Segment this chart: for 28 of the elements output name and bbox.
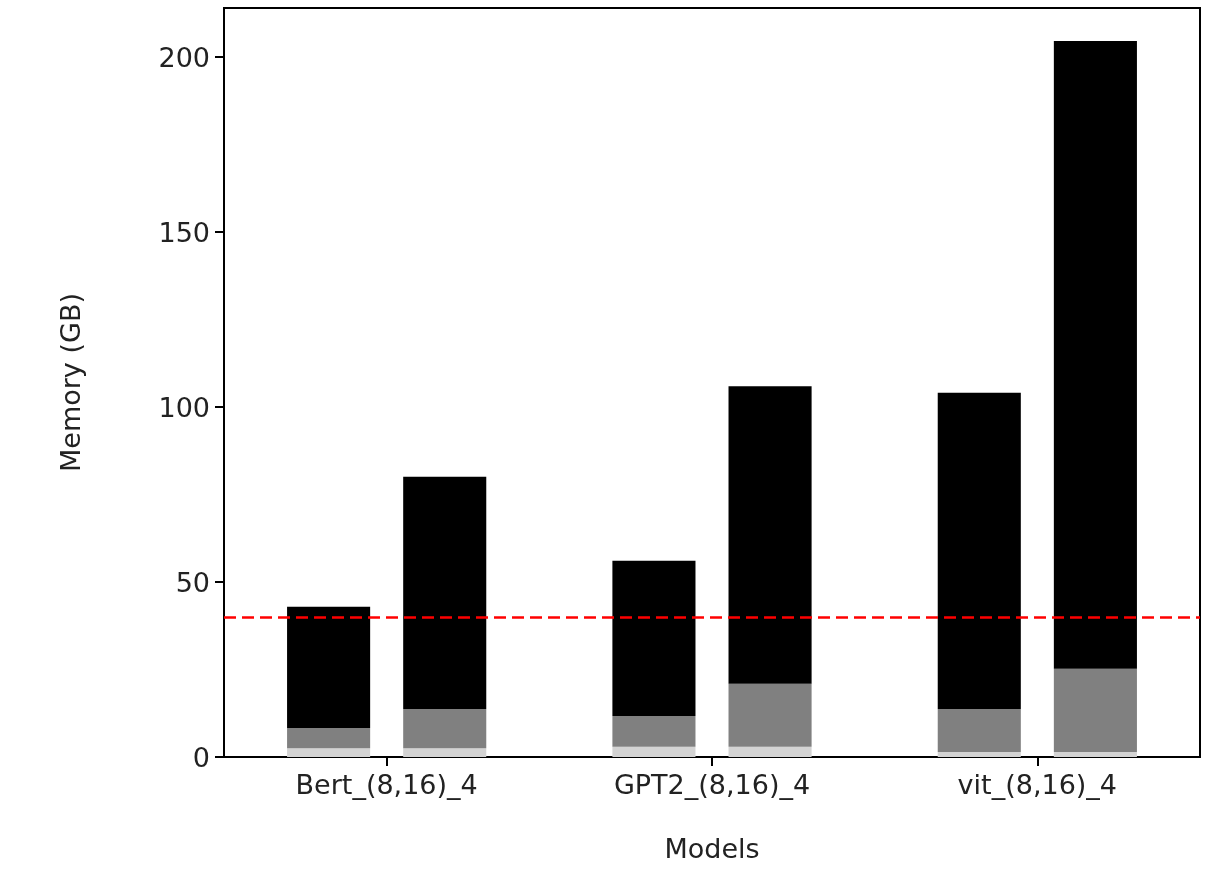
bar [728,386,812,684]
y-tick-label: 50 [175,566,210,598]
y-axis-title: Memory (GB) [55,293,86,472]
bar [287,727,371,749]
bar [1053,752,1137,757]
bar [1053,668,1137,753]
bar [937,752,1021,757]
bar [728,683,812,747]
x-tick-label: Bert_(8,16)_4 [295,769,478,800]
bar [612,560,696,717]
y-tick-label: 200 [158,41,210,73]
bar [612,746,696,757]
y-tick-label: 150 [158,216,210,248]
bar [403,709,487,749]
bar [937,392,1021,710]
x-axis-title: Models [664,833,760,864]
bar [287,748,371,757]
x-tick-label: vit_(8,16)_4 [957,769,1118,800]
bar [403,748,487,757]
bar [1053,40,1137,669]
y-tick-label: 100 [158,391,210,423]
bar [287,606,371,728]
bar [612,716,696,747]
x-tick-label: GPT2_(8,16)_4 [613,769,811,800]
bar [728,746,812,757]
y-tick-label: 0 [192,741,210,773]
bar [937,709,1021,753]
bar [403,476,487,710]
